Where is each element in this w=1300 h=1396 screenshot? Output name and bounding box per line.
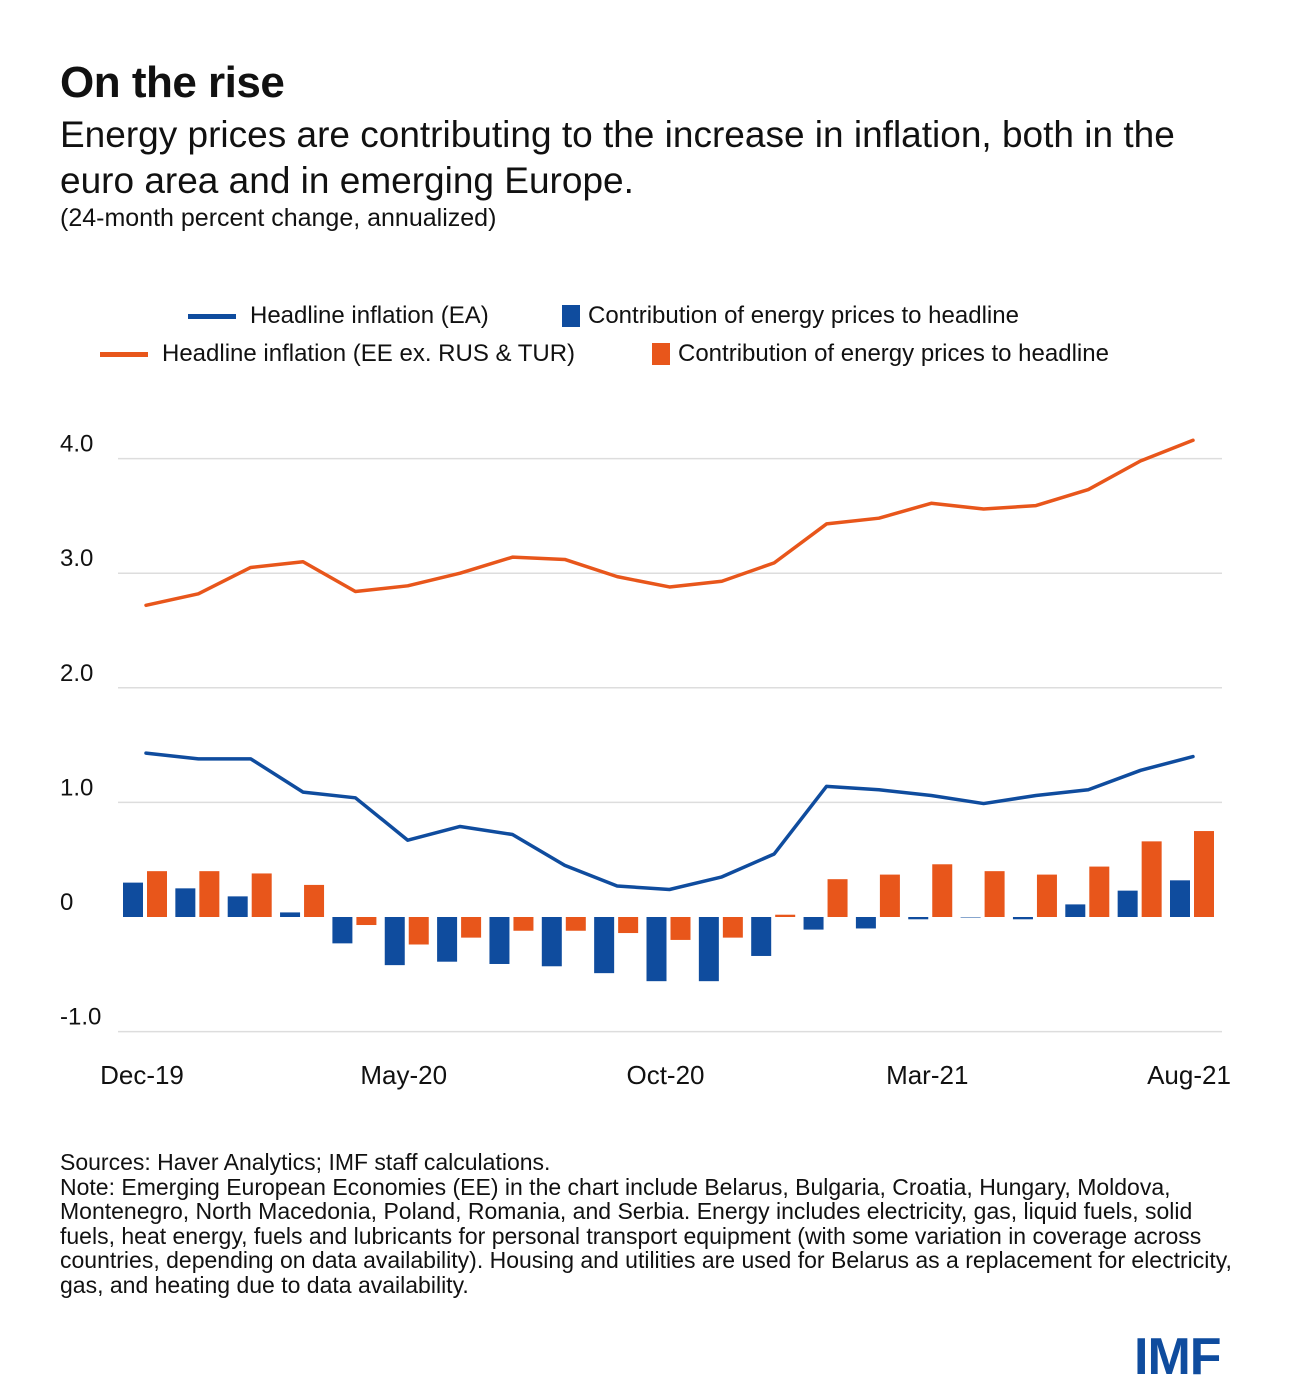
bar-ea-energy: [751, 917, 772, 956]
bar-ee-energy: [1194, 831, 1214, 917]
bar-ee-energy: [147, 871, 167, 917]
bar-ea-energy: [1117, 890, 1138, 917]
bar-ea-energy: [960, 917, 981, 918]
bar-ee-energy: [775, 914, 796, 917]
bar-ee-energy: [304, 884, 325, 917]
legend-swatch-icon: [652, 343, 670, 365]
legend-label: Headline inflation (EA): [250, 302, 489, 329]
x-tick-label: Mar-21: [886, 1060, 968, 1090]
bar-ee-energy: [827, 879, 848, 917]
bar-ee-energy: [670, 917, 691, 940]
y-tick-label: 3.0: [60, 545, 93, 572]
bar-ee-energy: [932, 864, 953, 917]
y-tick-label: -1.0: [60, 1004, 101, 1031]
bar-ea-energy: [332, 917, 353, 944]
bar-ea-energy: [855, 917, 876, 929]
x-tick-label: Oct-20: [626, 1060, 704, 1090]
bar-ee-energy: [356, 917, 377, 926]
bar-ee-energy: [722, 917, 743, 938]
legend-item-ea-line: Headline inflation (EA): [188, 302, 489, 330]
legend-label: Contribution of energy prices to headlin…: [678, 340, 1109, 367]
line-ea-headline: [144, 751, 1195, 892]
note-text: Note: Emerging European Economies (EE) i…: [60, 1173, 1232, 1298]
legend-item-ee-line: Headline inflation (EE ex. RUS & TUR): [100, 340, 575, 368]
bar-ea-energy: [1065, 904, 1086, 917]
legend-line-icon: [100, 351, 148, 357]
bar-ee-energy: [1141, 841, 1162, 917]
legend-swatch-icon: [562, 305, 580, 327]
legend-item-ea-bar: Contribution of energy prices to headlin…: [562, 302, 1019, 330]
bar-ee-energy: [513, 917, 534, 931]
bar-ea-energy: [175, 888, 196, 917]
bar-ea-energy: [541, 917, 562, 967]
chart-plot: 4.0 3.0 2.0 1.0 0 -1.0 Dec-19 May-20 Oct-20 Mar-2…: [60, 431, 1231, 1090]
bar-ee-energy: [618, 917, 639, 934]
unit-label: (24-month percent change, annualized): [60, 204, 497, 232]
legend-label: Headline inflation (EE ex. RUS & TUR): [162, 340, 576, 367]
bar-ee-energy: [984, 871, 1005, 917]
bar-ee-energy: [1089, 866, 1110, 917]
bar-ea-energy: [227, 896, 248, 917]
x-tick-label: Aug-21: [1147, 1060, 1231, 1090]
bar-ea-energy: [437, 917, 458, 962]
x-tick-label: Dec-19: [100, 1060, 184, 1090]
legend-item-ee-bar: Contribution of energy prices to headlin…: [652, 340, 1109, 368]
bar-ee-energy: [199, 871, 220, 917]
legend-line-icon: [188, 313, 236, 319]
y-tick-label: 2.0: [60, 660, 93, 687]
bar-ea-energy: [698, 917, 719, 982]
bar-ea-energy: [594, 917, 615, 974]
footnotes: Sources: Haver Analytics; IMF staff calc…: [60, 1150, 1250, 1297]
y-tick-label: 0: [60, 889, 73, 916]
line-ee-headline: [144, 438, 1195, 608]
bar-ee-energy: [251, 873, 272, 917]
y-tick-label: 1.0: [60, 774, 93, 801]
bar-ee-energy: [461, 917, 482, 938]
chart-subtitle: Energy prices are contributing to the in…: [60, 114, 1175, 201]
y-tick-label: 4.0: [60, 431, 93, 458]
bar-ee-energy: [1036, 874, 1057, 917]
bar-ee-energy: [879, 874, 900, 917]
bar-ea-energy: [908, 917, 929, 920]
bar-ea-energy: [489, 917, 510, 964]
sources-text: Sources: Haver Analytics; IMF staff calc…: [60, 1149, 551, 1175]
bar-ea-energy: [123, 882, 143, 917]
bar-ee-energy: [565, 917, 586, 931]
bar-ea-energy: [803, 917, 824, 930]
x-tick-label: May-20: [360, 1060, 447, 1090]
bar-ea-energy: [384, 917, 405, 966]
bar-ee-energy: [408, 917, 429, 945]
chart-title: On the rise: [60, 58, 285, 107]
bar-ea-energy: [1170, 880, 1190, 917]
bar-ea-energy: [1012, 917, 1033, 920]
bar-ea-energy: [646, 917, 667, 982]
imf-logo: IMF: [1134, 1328, 1222, 1386]
legend-label: Contribution of energy prices to headlin…: [588, 302, 1019, 329]
bar-ea-energy: [280, 912, 301, 917]
